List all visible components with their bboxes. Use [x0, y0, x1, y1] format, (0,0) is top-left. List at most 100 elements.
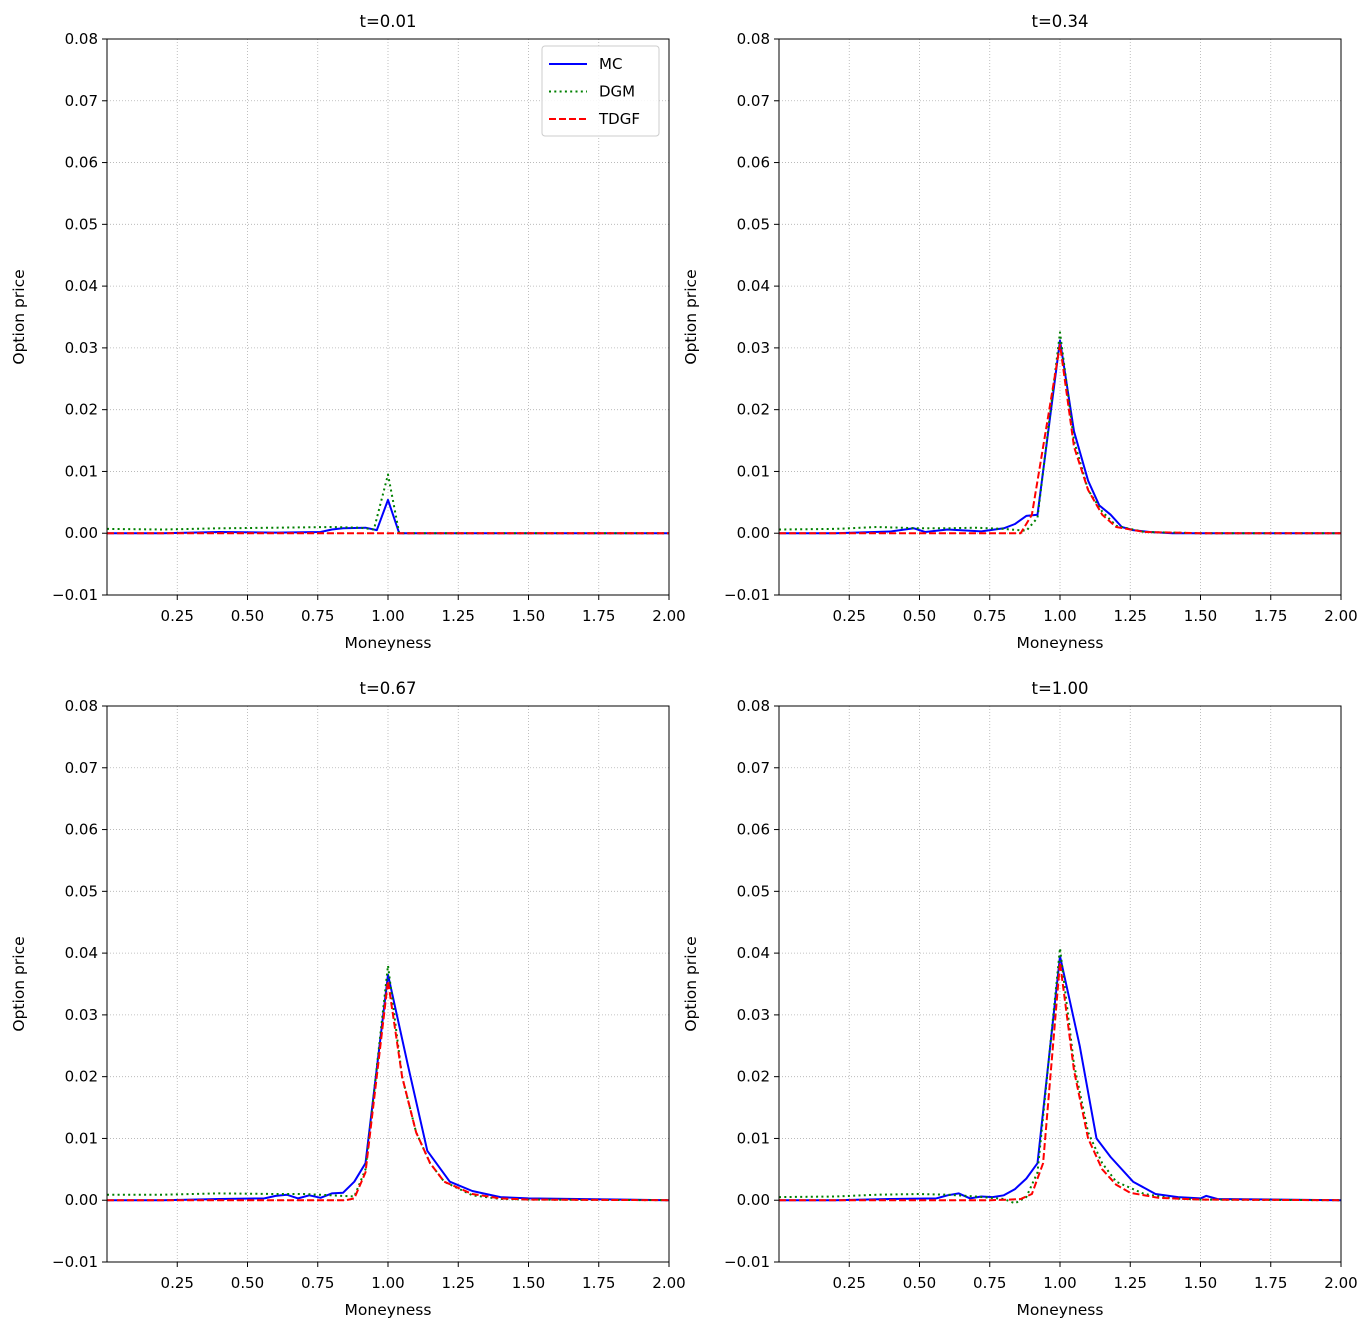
x-tick-label: 0.75 — [973, 607, 1006, 625]
y-tick-label: 0.04 — [737, 944, 770, 962]
x-tick-label: 0.25 — [161, 607, 194, 625]
y-tick-label: 0.04 — [65, 944, 98, 962]
plot-frame — [106, 38, 670, 596]
subplot-2: t=0.34 0.25 0.50 0.75 1.00 1.25 1.50 1.75 2.00 −0… — [682, 12, 1358, 652]
y-tick-label: 0.05 — [737, 882, 770, 900]
y-tick-label: 0.04 — [65, 277, 98, 295]
x-tick-label: 0.50 — [231, 607, 264, 625]
x-tick-label: 1.75 — [582, 1274, 615, 1292]
y-tick-label: 0.08 — [65, 697, 98, 715]
x-axis-label: Moneyness — [1017, 634, 1104, 652]
series-line-dgm — [107, 964, 669, 1202]
legend-box — [541, 45, 660, 137]
series-line-tdgf — [779, 961, 1341, 1202]
x-tick-label: 2.00 — [652, 1274, 685, 1292]
x-tick-label: 1.50 — [512, 607, 545, 625]
subplot-4: t=1.00 0.25 0.50 0.75 1.00 1.25 1.50 1.75 2.00 −0… — [682, 679, 1358, 1319]
chart-title: t=0.67 — [359, 679, 416, 698]
y-tick-label: 0.00 — [65, 524, 98, 542]
series-line-dgm — [107, 473, 669, 535]
x-tick-label: 1.00 — [371, 607, 404, 625]
y-tick-label: 0.06 — [65, 821, 98, 839]
y-tick-label: 0.07 — [737, 92, 770, 110]
x-tick-label: 1.00 — [1043, 607, 1076, 625]
y-tick-label: −0.01 — [52, 586, 98, 604]
series-line-tdgf — [779, 343, 1341, 535]
x-axis-label: Moneyness — [1017, 1301, 1104, 1319]
legend: MC DGM TDGF — [541, 45, 660, 137]
x-tick-label: 0.75 — [973, 1274, 1006, 1292]
x-axis-label: Moneyness — [345, 1301, 432, 1319]
series-line-tdgf — [107, 979, 669, 1202]
y-tick-label: 0.07 — [65, 759, 98, 777]
y-tick-label: 0.05 — [65, 882, 98, 900]
y-tick-label: 0.06 — [737, 154, 770, 172]
series-line-mc — [779, 955, 1341, 1202]
y-tick-label: 0.03 — [65, 339, 98, 357]
x-tick-label: 0.75 — [301, 1274, 334, 1292]
y-axis-label: Option price — [682, 269, 700, 364]
y-tick-label: 0.02 — [737, 1068, 770, 1086]
x-tick-label: 1.00 — [1043, 1274, 1076, 1292]
y-tick-label: 0.01 — [65, 1129, 98, 1147]
subplot-3: t=0.67 0.25 0.50 0.75 1.00 1.25 1.50 1.75 2.00 −0… — [10, 679, 686, 1319]
y-tick-label: −0.01 — [724, 1253, 770, 1271]
y-tick-label: 0.07 — [737, 759, 770, 777]
legend-label-tdgf: TDGF — [598, 110, 640, 128]
plot-frame — [778, 705, 1342, 1263]
x-tick-label: 0.50 — [903, 607, 936, 625]
y-tick-label: 0.08 — [737, 697, 770, 715]
y-tick-label: 0.06 — [65, 154, 98, 172]
y-tick-label: 0.00 — [65, 1191, 98, 1209]
x-tick-label: 0.25 — [833, 1274, 866, 1292]
y-tick-label: 0.02 — [65, 1068, 98, 1086]
y-tick-label: 0.03 — [737, 339, 770, 357]
y-tick-label: −0.01 — [724, 586, 770, 604]
x-tick-label: 1.50 — [1184, 1274, 1217, 1292]
x-tick-label: 0.75 — [301, 607, 334, 625]
plot-frame — [778, 38, 1342, 596]
y-tick-label: 0.05 — [737, 215, 770, 233]
x-tick-label: 1.25 — [442, 607, 475, 625]
y-tick-label: 0.03 — [65, 1006, 98, 1024]
x-tick-label: 1.50 — [512, 1274, 545, 1292]
x-tick-label: 0.25 — [833, 607, 866, 625]
subplot-1: t=0.01 0.25 0.50 0.75 1.00 1.25 1.50 1.75 2.00 −0… — [10, 12, 686, 652]
y-tick-label: 0.00 — [737, 1191, 770, 1209]
x-tick-label: 1.75 — [1254, 607, 1287, 625]
y-tick-label: 0.00 — [737, 524, 770, 542]
x-tick-label: 1.50 — [1184, 607, 1217, 625]
y-axis-label: Option price — [10, 936, 28, 1031]
y-tick-label: 0.01 — [737, 1129, 770, 1147]
y-tick-label: 0.05 — [65, 215, 98, 233]
x-tick-label: 2.00 — [1324, 607, 1357, 625]
y-tick-label: 0.01 — [65, 462, 98, 480]
y-tick-label: 0.04 — [737, 277, 770, 295]
y-tick-label: 0.02 — [737, 401, 770, 419]
series-line-dgm — [779, 947, 1341, 1205]
x-axis-label: Moneyness — [345, 634, 432, 652]
x-tick-label: 1.25 — [442, 1274, 475, 1292]
x-tick-label: 1.25 — [1114, 607, 1147, 625]
chart-title: t=1.00 — [1031, 679, 1088, 698]
y-tick-label: −0.01 — [52, 1253, 98, 1271]
chart-title: t=0.34 — [1031, 12, 1088, 31]
x-tick-label: 2.00 — [1324, 1274, 1357, 1292]
y-tick-label: 0.08 — [65, 30, 98, 48]
x-tick-label: 0.50 — [903, 1274, 936, 1292]
x-tick-label: 0.50 — [231, 1274, 264, 1292]
y-tick-label: 0.03 — [737, 1006, 770, 1024]
x-tick-label: 1.00 — [371, 1274, 404, 1292]
x-tick-label: 0.25 — [161, 1274, 194, 1292]
y-tick-label: 0.06 — [737, 821, 770, 839]
x-tick-label: 2.00 — [652, 607, 685, 625]
y-tick-label: 0.02 — [65, 401, 98, 419]
y-axis-label: Option price — [10, 269, 28, 364]
chart-title: t=0.01 — [359, 12, 416, 31]
legend-label-mc: MC — [599, 55, 622, 73]
y-tick-label: 0.01 — [737, 462, 770, 480]
series-line-mc — [107, 973, 669, 1202]
x-tick-label: 1.25 — [1114, 1274, 1147, 1292]
y-axis-label: Option price — [682, 936, 700, 1031]
